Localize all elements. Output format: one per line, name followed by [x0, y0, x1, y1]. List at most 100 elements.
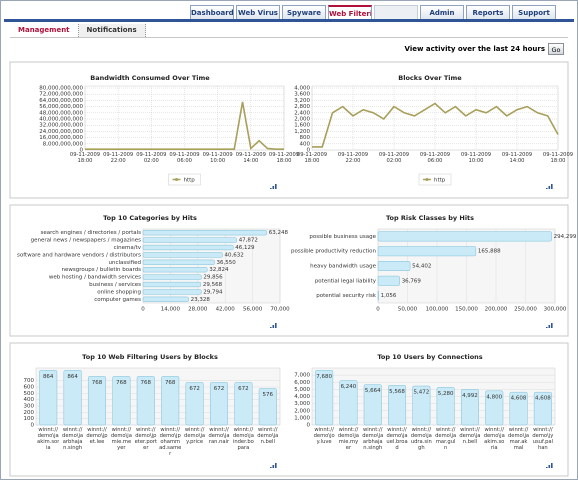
- y-tick-label: 3,200: [294, 98, 310, 104]
- subtab[interactable]: Management: [10, 24, 79, 37]
- x-tick-label: 09-11-2009 14:00: [501, 152, 533, 164]
- tab[interactable]: Support: [512, 5, 556, 19]
- y-tick-label: 2,000: [294, 117, 310, 123]
- bar: [209, 382, 229, 426]
- category-label: winnt://demo\joy.luve: [313, 427, 335, 445]
- value-label: 6,240: [341, 384, 357, 390]
- value-label: 4,608: [535, 396, 551, 402]
- category-label: heavy bandwidth usage: [310, 264, 376, 270]
- x-tick-label: 09-11-2009 06:00: [419, 152, 451, 164]
- value-label: 36,550: [217, 260, 237, 266]
- category-label: winnt://demo\jay.price: [184, 427, 206, 445]
- bar: [436, 387, 455, 426]
- y-tick-label: 200: [24, 410, 35, 416]
- chart-icon: [272, 465, 275, 468]
- subtab[interactable]: Notifications: [78, 24, 146, 37]
- x-tick-label-box: 09-11-2009 18:00: [268, 152, 300, 164]
- tab[interactable]: Web Virus: [236, 5, 280, 19]
- value-label: 5,664: [365, 388, 381, 394]
- bar: [533, 391, 552, 426]
- x-tick-label-box: 09-11-2009 22:00: [338, 152, 368, 164]
- legend-swatch: [175, 178, 178, 181]
- y-tick-label: 5,000: [294, 387, 310, 393]
- x-tick-label: 42,000: [216, 307, 236, 313]
- value-label: 47,872: [239, 238, 258, 244]
- y-tick-label: 8,000,000,000: [43, 141, 84, 147]
- category-label: winnt://demo\jaudra.singh: [410, 427, 432, 451]
- chart-icon: [272, 325, 275, 328]
- bar: [142, 296, 189, 302]
- category-label: search engines / directories / portals: [40, 230, 141, 236]
- value-label: 4,800: [486, 394, 502, 400]
- data-line: [85, 101, 284, 151]
- category-label: winnt://demo\jamar.guln: [435, 427, 457, 451]
- bar: [509, 391, 528, 426]
- value-label: 864: [67, 374, 78, 380]
- category-label: possible productivity reduction: [291, 249, 376, 255]
- y-tick-label: 16,000,000,000: [39, 135, 83, 141]
- x-tick-label-box: 09-11-2009 10:00: [203, 152, 233, 164]
- chart-icon: [275, 323, 277, 328]
- category-label: newsgroups / bulletin boards: [61, 267, 141, 273]
- category-label-box: winnt://demo\jan.bell: [459, 427, 480, 445]
- category-label: winnt://demo\jamie.meyer: [110, 427, 132, 451]
- legend: [168, 173, 201, 186]
- legend-label: http: [184, 177, 196, 183]
- x-tick-label: 09-11-2009 06:00: [169, 152, 200, 164]
- value-label: 29,794: [203, 289, 223, 295]
- x-tick-label-box: 09-11-2009 06:00: [169, 152, 200, 164]
- value-label: 672: [214, 386, 225, 392]
- category-label-box: winnt://demo\jan.bell: [257, 427, 278, 445]
- value-label: 7,680: [316, 374, 332, 380]
- tab[interactable]: Admin: [420, 5, 464, 19]
- category-label: business / services: [89, 282, 141, 288]
- x-tick-label: 09-11-2009 18:00: [268, 152, 300, 164]
- tab[interactable]: Spyware: [282, 5, 326, 19]
- bar: [63, 370, 82, 426]
- x-tick-label-box: 09-11-2009 22:00: [103, 152, 134, 164]
- y-tick-label: 1,600: [294, 123, 310, 129]
- y-tick-label: 6,000: [294, 380, 310, 386]
- tab[interactable]: Web Filtering: [328, 5, 372, 19]
- x-tick-label: 09-11-2009 22:00: [103, 152, 134, 164]
- bar: [339, 380, 358, 426]
- category-label-box: winnt://demo\jpohammad.samer: [159, 427, 182, 457]
- value-label: 672: [189, 386, 200, 392]
- chart-icon: [546, 327, 548, 328]
- x-tick-label: 56,000: [243, 307, 263, 313]
- chart-title: Blocks Over Time: [398, 74, 462, 82]
- tab[interactable]: Reports: [466, 5, 510, 19]
- bar: [377, 275, 400, 286]
- category-label: winnt://demo\jyusuf.palhan: [532, 427, 554, 451]
- go-button[interactable]: Go: [548, 43, 564, 55]
- value-label: 40,632: [225, 252, 244, 258]
- y-tick-label: 3,600: [294, 92, 310, 98]
- x-tick-label: 100,000: [426, 307, 449, 313]
- tab[interactable]: Dashboard: [190, 5, 234, 19]
- bar: [412, 385, 431, 426]
- value-label: 36,769: [402, 278, 422, 284]
- chart-icon: [275, 184, 277, 189]
- y-tick-label: 7,000: [294, 373, 310, 379]
- category-label: winnt://demo\jpohammad.samer: [159, 427, 182, 457]
- y-tick-label: 800: [300, 135, 311, 141]
- category-label-box: winnt://demo\jamar.akmal: [507, 427, 530, 451]
- category-label: winnt://demo\jamar.akmal: [507, 427, 530, 451]
- value-label: 63,248: [269, 230, 289, 236]
- y-tick-label: 4,000: [294, 86, 310, 92]
- bar: [185, 382, 204, 426]
- category-label-box: winnt://demo\jaakim.soria: [37, 427, 59, 451]
- x-tick-label-box: 09-11-2009 18:00: [297, 152, 327, 164]
- bar: [142, 267, 208, 273]
- bar: [142, 244, 234, 251]
- tab-line: [4, 19, 574, 22]
- category-label-box: winnt://demo\jainder.bopara: [232, 427, 254, 451]
- bar: [377, 290, 379, 301]
- y-tick-label: 2,400: [294, 110, 310, 116]
- y-tick-label: 24,000,000,000: [39, 129, 83, 135]
- y-tick-label: 64,000,000,000: [39, 98, 83, 104]
- category-label: winnt://demo\jainder.bopara: [232, 427, 254, 451]
- tab-disabled: [374, 5, 418, 19]
- chart-title: Bandwidth Consumed Over Time: [90, 74, 210, 82]
